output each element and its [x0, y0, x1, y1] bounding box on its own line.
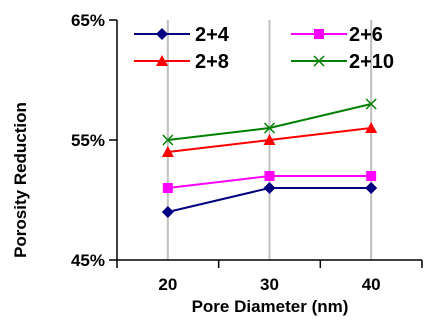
point-1-1 [264, 171, 275, 181]
tick-labels: 45% 55% 65% 20 30 40 [71, 11, 381, 294]
point-3-1 [263, 122, 276, 134]
axes [109, 19, 423, 268]
legend-marker-3 [313, 55, 325, 67]
legend-marker-1 [314, 29, 324, 39]
x-axis-title: Pore Diameter (nm) [192, 297, 349, 316]
series-group [161, 98, 378, 218]
legend: 2+4 2+6 2+8 2+10 [134, 24, 394, 73]
legend-marker-0 [156, 28, 168, 40]
point-0-1 [263, 182, 276, 194]
point-3-2 [365, 98, 377, 110]
point-0-0 [161, 206, 174, 218]
x-tick-label-1: 30 [260, 275, 279, 294]
point-2-2 [365, 122, 378, 133]
legend-label-0: 2+4 [195, 24, 230, 46]
y-tick-label-2: 65% [71, 11, 105, 30]
point-3-0 [162, 134, 174, 146]
point-0-2 [365, 182, 378, 194]
y-tick-label-0: 45% [71, 251, 105, 270]
y-tick-label-1: 55% [71, 131, 105, 150]
legend-label-2: 2+8 [195, 51, 229, 73]
y-axis-title: Porosity Reduction [11, 102, 30, 258]
point-2-1 [263, 134, 276, 145]
point-1-2 [366, 171, 377, 181]
legend-label-1: 2+6 [349, 24, 383, 46]
point-1-0 [162, 183, 173, 193]
point-2-0 [161, 146, 174, 157]
legend-label-3: 2+10 [349, 51, 394, 73]
x-tick-label-2: 40 [362, 275, 381, 294]
legend-marker-2 [156, 55, 168, 66]
x-tick-label-0: 20 [158, 275, 177, 294]
